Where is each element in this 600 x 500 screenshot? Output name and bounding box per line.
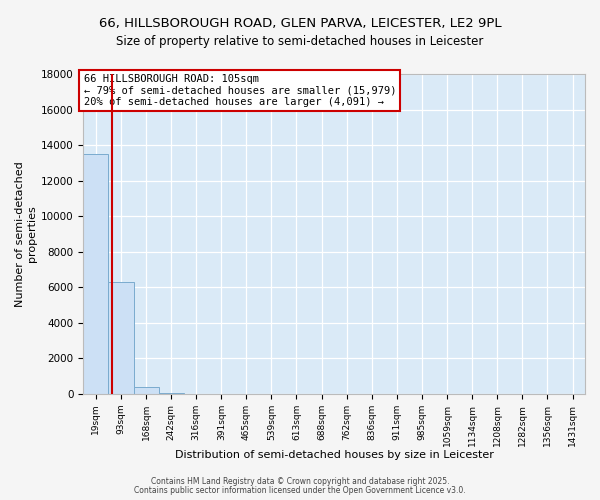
Bar — [83, 154, 108, 394]
Bar — [108, 282, 134, 394]
Text: 66, HILLSBOROUGH ROAD, GLEN PARVA, LEICESTER, LE2 9PL: 66, HILLSBOROUGH ROAD, GLEN PARVA, LEICE… — [98, 18, 502, 30]
Text: Size of property relative to semi-detached houses in Leicester: Size of property relative to semi-detach… — [116, 35, 484, 48]
Bar — [134, 387, 158, 394]
X-axis label: Distribution of semi-detached houses by size in Leicester: Distribution of semi-detached houses by … — [175, 450, 494, 460]
Bar — [158, 393, 184, 394]
Y-axis label: Number of semi-detached
properties: Number of semi-detached properties — [15, 161, 37, 307]
Text: Contains HM Land Registry data © Crown copyright and database right 2025.: Contains HM Land Registry data © Crown c… — [151, 477, 449, 486]
Text: 66 HILLSBOROUGH ROAD: 105sqm
← 79% of semi-detached houses are smaller (15,979)
: 66 HILLSBOROUGH ROAD: 105sqm ← 79% of se… — [83, 74, 396, 107]
Text: Contains public sector information licensed under the Open Government Licence v3: Contains public sector information licen… — [134, 486, 466, 495]
